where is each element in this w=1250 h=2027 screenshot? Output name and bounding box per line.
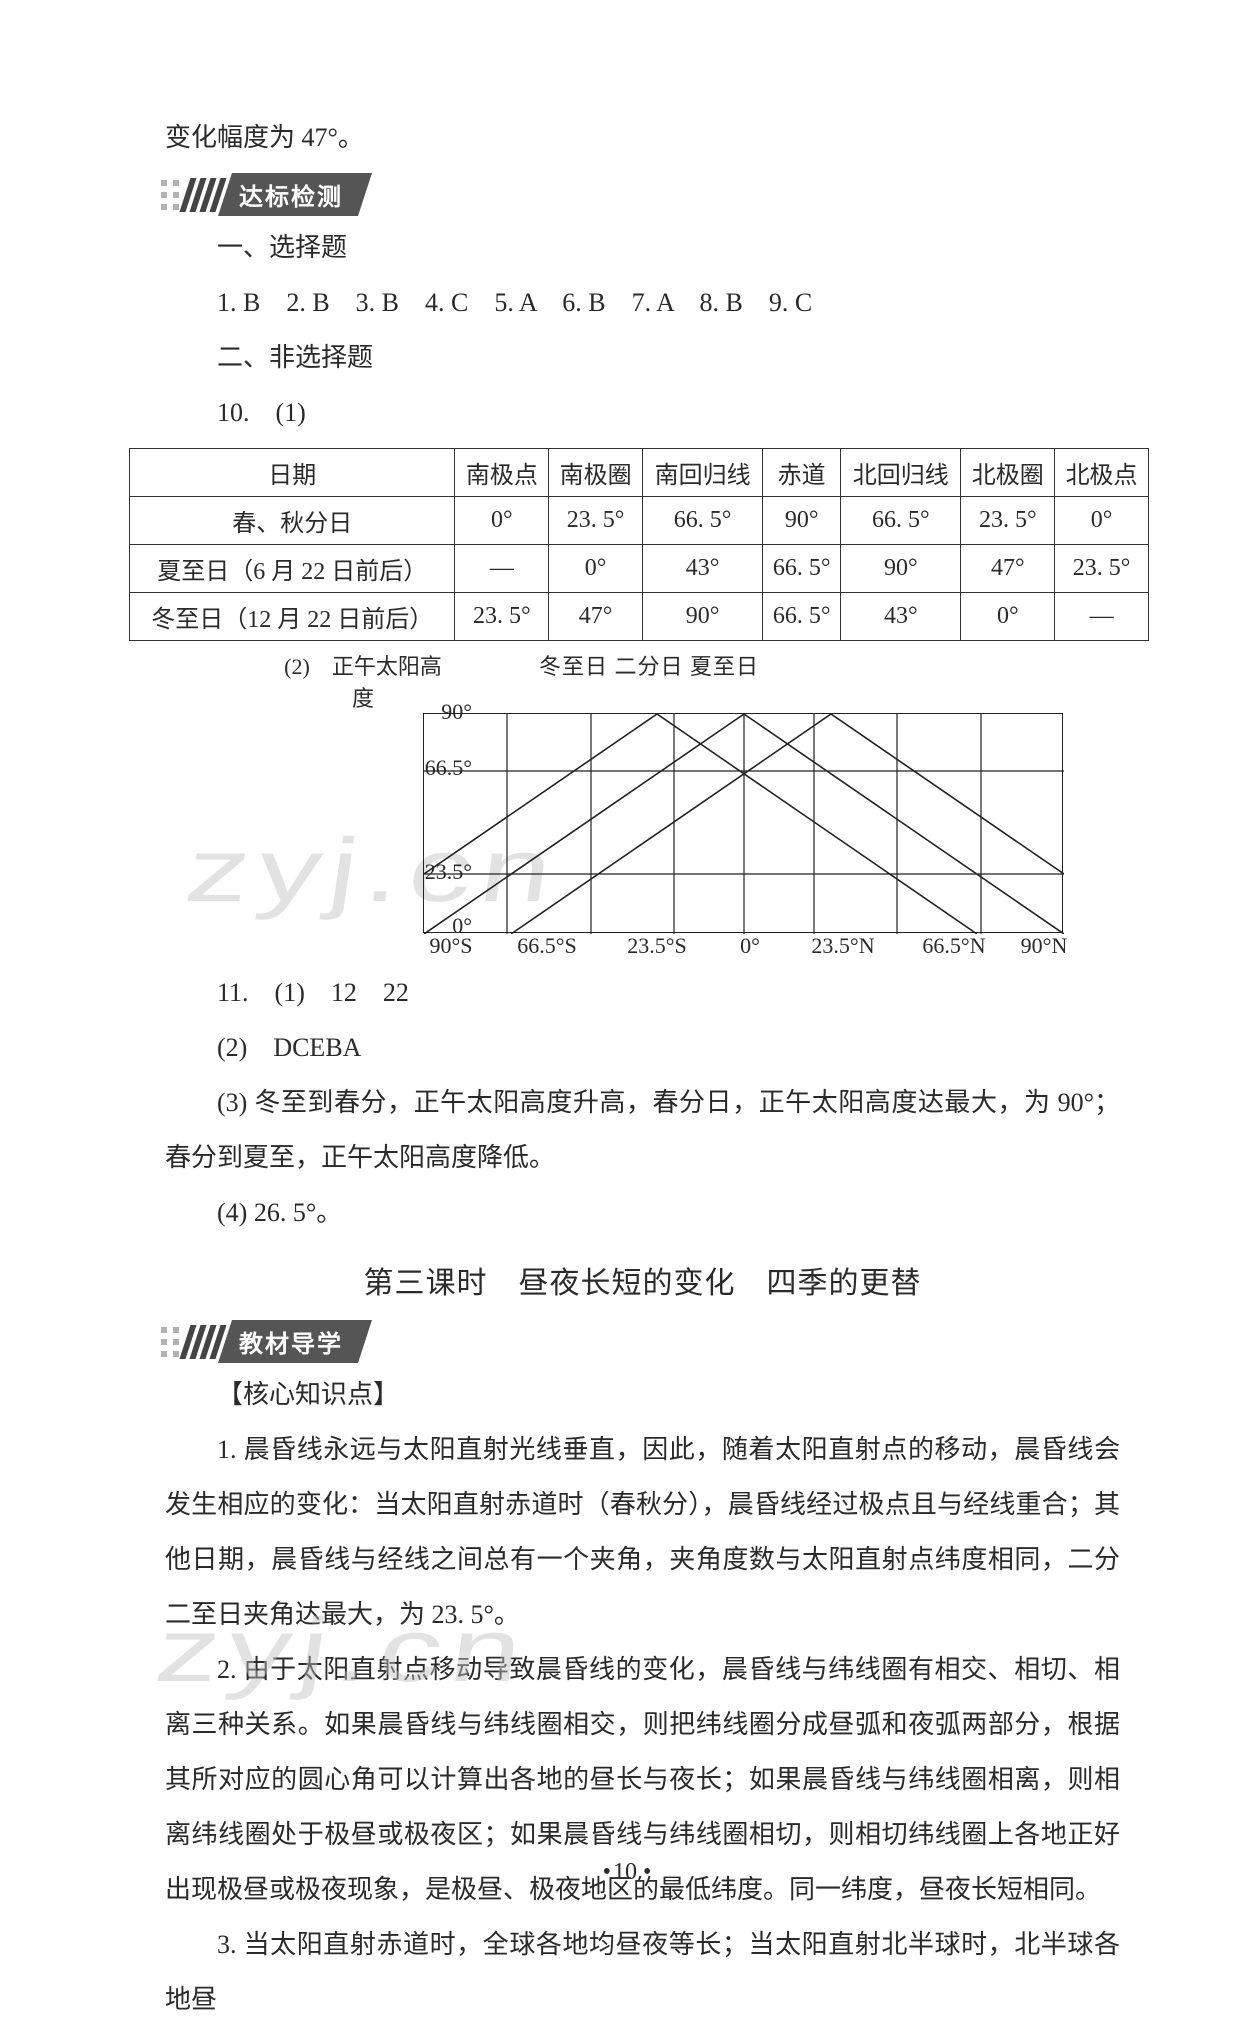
para-3: 3. 当太阳直射赤道时，全球各地均昼夜等长；当太阳直射北半球时，北半球各地昼: [165, 1917, 1120, 2027]
th: 北极圈: [961, 449, 1055, 497]
td: 23. 5°: [455, 593, 549, 641]
xtick-label: 66.5°S: [493, 933, 601, 959]
td: 23. 5°: [1055, 545, 1149, 593]
top-fragment: 变化幅度为 47°。: [165, 110, 1120, 165]
td: 66. 5°: [841, 497, 961, 545]
td: 0°: [961, 593, 1055, 641]
stripes-icon: [185, 1323, 225, 1361]
q10-1-label: 10. (1): [165, 385, 1120, 440]
stripes-icon: [185, 176, 225, 214]
td: 43°: [841, 593, 961, 641]
td: 43°: [642, 545, 762, 593]
th: 南回归线: [642, 449, 762, 497]
altitude-table: 日期 南极点 南极圈 南回归线 赤道 北回归线 北极圈 北极点 春、秋分日 0°…: [129, 448, 1149, 641]
dot-grid-icon: [161, 1327, 179, 1357]
td: 90°: [642, 593, 762, 641]
td: 春、秋分日: [130, 497, 455, 545]
th: 日期: [130, 449, 455, 497]
td: 0°: [549, 545, 643, 593]
tag-label-text: 教材导学: [239, 1324, 343, 1359]
lesson-title: 第三课时 昼夜长短的变化 四季的更替: [165, 1258, 1120, 1302]
th: 赤道: [763, 449, 841, 497]
th: 北回归线: [841, 449, 961, 497]
th: 南极圈: [549, 449, 643, 497]
td: —: [1055, 593, 1149, 641]
table-row: 春、秋分日 0° 23. 5° 66. 5° 90° 66. 5° 23. 5°…: [130, 497, 1149, 545]
tag-label: 教材导学: [218, 1320, 372, 1363]
nonmc-heading: 二、非选择题: [165, 330, 1120, 385]
mc-heading: 一、选择题: [165, 220, 1120, 275]
q11-3: (3) 冬至到春分，正午太阳高度升高，春分日，正午太阳高度达最大，为 90°；春…: [165, 1075, 1120, 1185]
dot-grid-icon: [161, 180, 179, 210]
xtick-label: 66.5°N: [899, 933, 1009, 959]
th: 北极点: [1055, 449, 1149, 497]
altitude-chart: [423, 713, 1063, 933]
xtick-label: 23.5°S: [601, 933, 713, 959]
td: 冬至日（12 月 22 日前后）: [130, 593, 455, 641]
tag-label: 达标检测: [218, 173, 372, 216]
td: 90°: [763, 497, 841, 545]
q11-2: (2) DCEBA: [165, 1020, 1120, 1075]
table-row: 夏至日（6 月 22 日前后） — 0° 43° 66. 5° 90° 47° …: [130, 545, 1149, 593]
xtick-label: 23.5°N: [787, 933, 899, 959]
td: 66. 5°: [763, 593, 841, 641]
chart-top-labels: 冬至日 二分日 夏至日: [539, 649, 759, 713]
table-header-row: 日期 南极点 南极圈 南回归线 赤道 北回归线 北极圈 北极点: [130, 449, 1149, 497]
altitude-chart-block: (2) 正午太阳高度 冬至日 二分日 夏至日 90° 66.5° 23.5° 0…: [283, 649, 1120, 959]
td: —: [455, 545, 549, 593]
td: 66. 5°: [642, 497, 762, 545]
mc-answers: 1. B 2. B 3. B 4. C 5. A 6. B 7. A 8. B …: [165, 275, 1120, 330]
tag-label-text: 达标检测: [239, 177, 343, 212]
td: 23. 5°: [549, 497, 643, 545]
core-knowledge-label: 【核心知识点】: [165, 1367, 1120, 1422]
td: 夏至日（6 月 22 日前后）: [130, 545, 455, 593]
xtick-label: 0°: [713, 933, 787, 959]
td: 47°: [961, 545, 1055, 593]
table-row: 冬至日（12 月 22 日前后） 23. 5° 47° 90° 66. 5° 4…: [130, 593, 1149, 641]
xtick-label: 90°N: [1009, 933, 1079, 959]
td: 66. 5°: [763, 545, 841, 593]
page: zyj.cn zyj.cn 变化幅度为 47°。 达标检测 一、选择题 1. B…: [0, 0, 1250, 1920]
page-number-value: 10: [613, 1859, 637, 1885]
chart-svg: [424, 714, 1064, 934]
section-tag-dabiao: 达标检测: [161, 173, 365, 216]
td: 0°: [1055, 497, 1149, 545]
xticks: 90°S66.5°S23.5°S0°23.5°N66.5°N90°N: [409, 933, 1120, 959]
q11-4: (4) 26. 5°。: [165, 1185, 1120, 1240]
td: 0°: [455, 497, 549, 545]
td: 47°: [549, 593, 643, 641]
q11-1: 11. (1) 12 22: [165, 965, 1120, 1020]
td: 23. 5°: [961, 497, 1055, 545]
td: 90°: [841, 545, 961, 593]
section-tag-jiaocai: 教材导学: [161, 1320, 365, 1363]
para-1: 1. 晨昏线永远与太阳直射光线垂直，因此，随着太阳直射点的移动，晨昏线会发生相应…: [165, 1422, 1120, 1642]
th: 南极点: [455, 449, 549, 497]
page-number: • 10 •: [0, 1859, 1250, 1886]
